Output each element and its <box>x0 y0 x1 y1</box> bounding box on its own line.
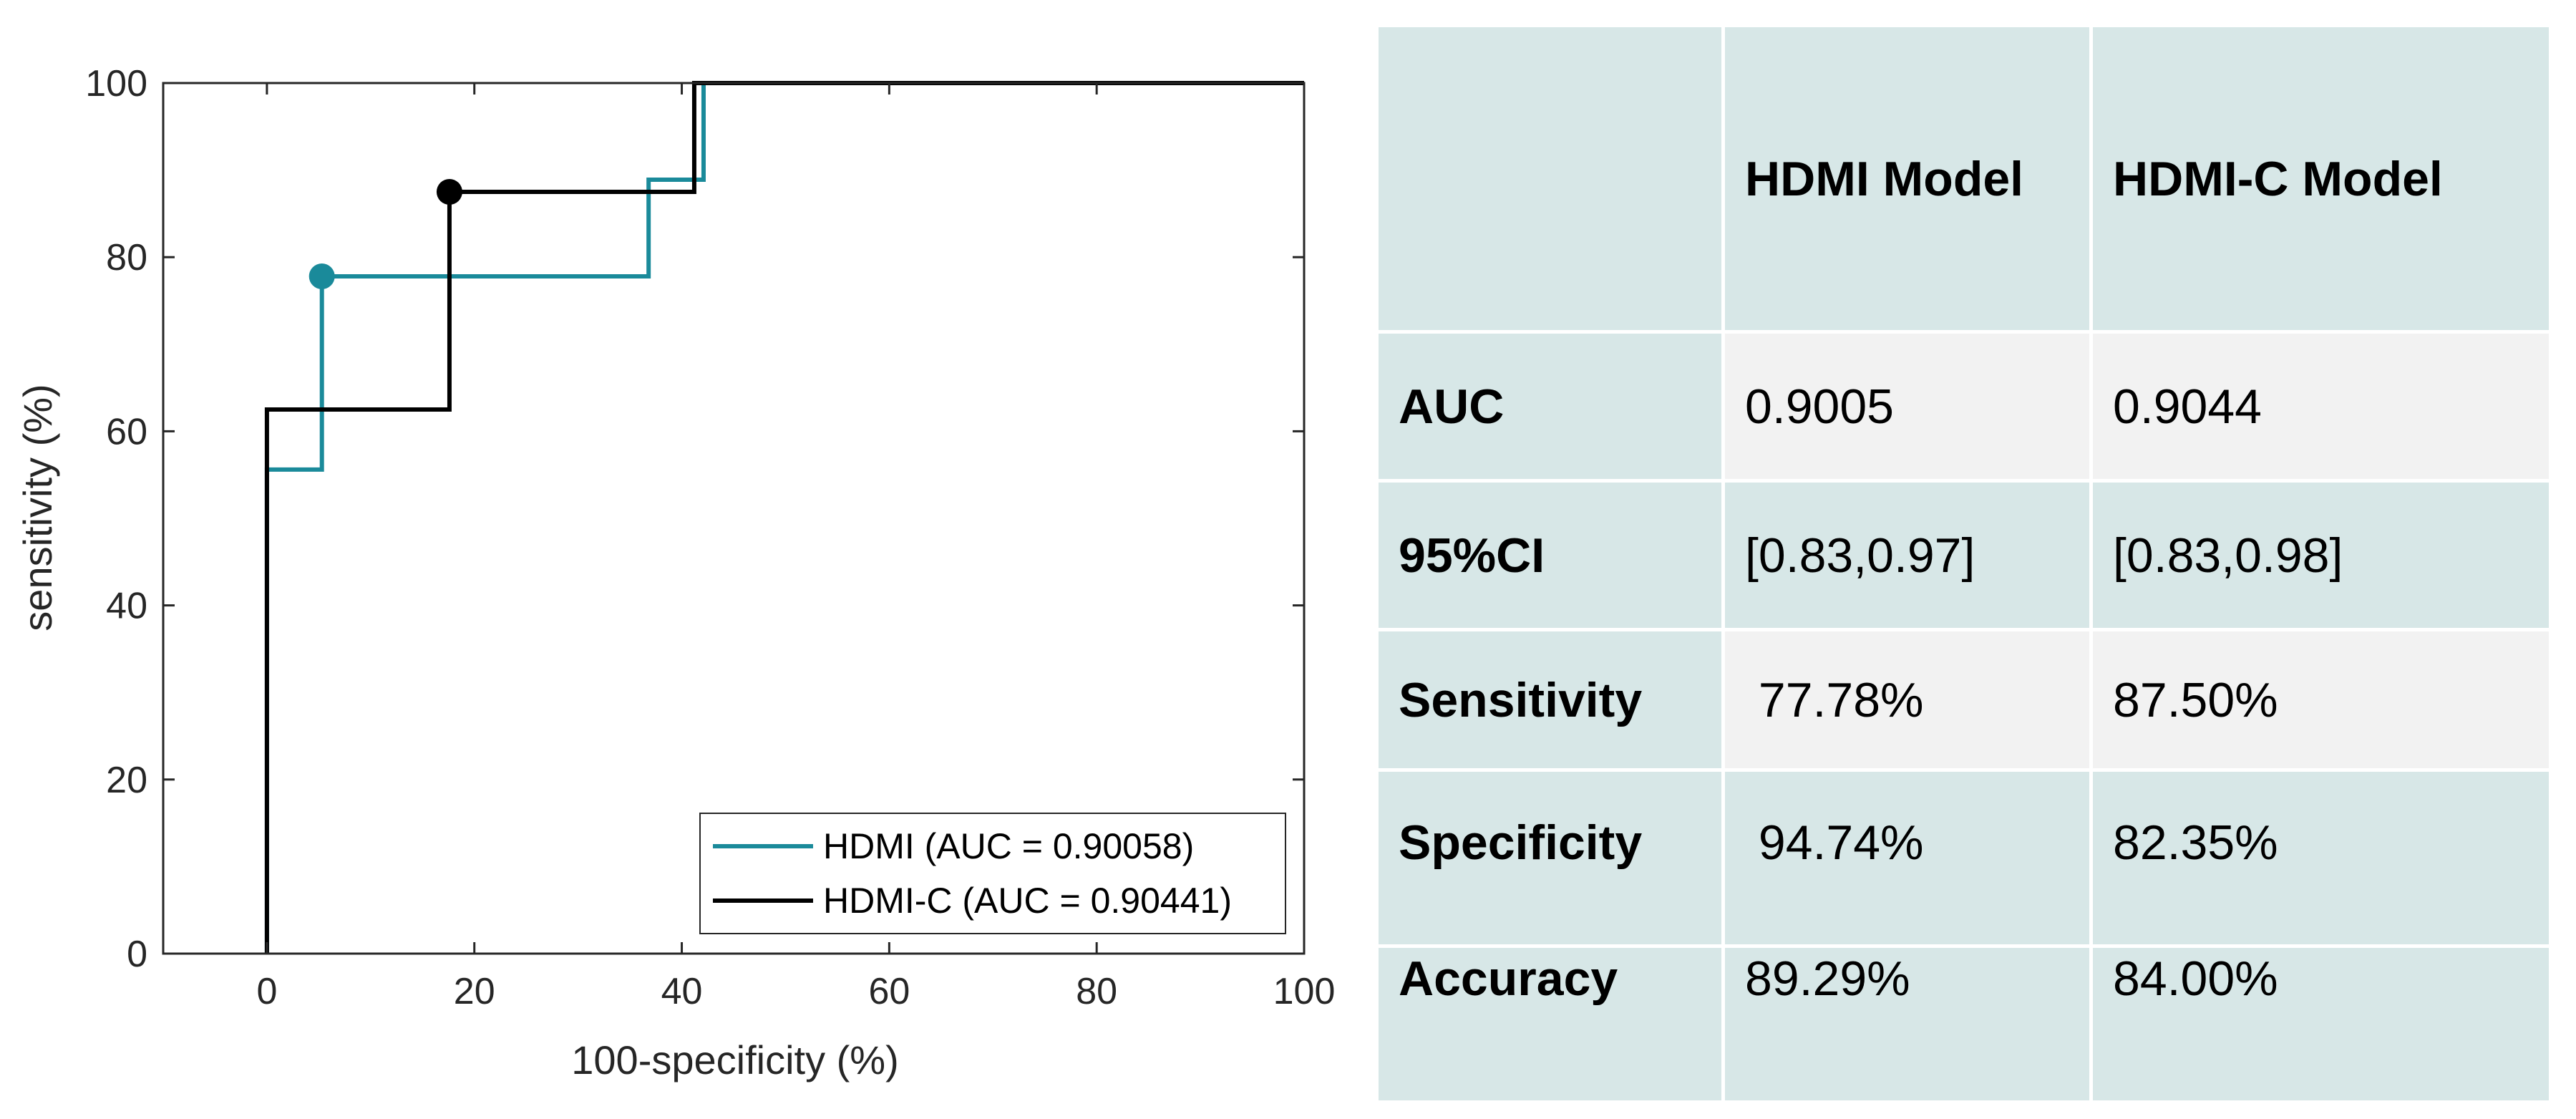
cell-sensitivity-hdmic: 87.50% <box>2093 631 2552 772</box>
x-tick-label: 100 <box>1273 971 1336 1012</box>
table-header-hdmi: HDMI Model <box>1725 27 2093 334</box>
table-header-empty <box>1379 27 1725 334</box>
y-tick-label: 40 <box>106 586 147 627</box>
row-label-auc: AUC <box>1379 334 1725 483</box>
cell-auc-hdmic: 0.9044 <box>2093 334 2552 483</box>
cell-sensitivity-hdmi: 77.78% <box>1725 631 2093 772</box>
legend-label-hdmic: HDMI-C (AUC = 0.90441) <box>823 881 1232 921</box>
operating-point-hdmic <box>436 179 462 205</box>
roc-chart: 0 20 40 60 80 100 0 20 40 60 80 100 100-specificity… <box>15 63 1335 1082</box>
plot-area <box>163 83 1304 954</box>
cell-ci-hdmic: [0.83,0.98] <box>2093 483 2552 631</box>
row-label-accuracy: Accuracy <box>1379 948 1725 1104</box>
row-label-sensitivity: Sensitivity <box>1379 631 1725 772</box>
x-tick-label: 20 <box>454 971 495 1012</box>
y-tick-label: 100 <box>85 63 147 105</box>
series-line-hdmi <box>264 81 1304 954</box>
y-tick-label: 80 <box>106 237 147 278</box>
axes: 0 20 40 60 80 100 0 20 40 60 80 100 <box>85 63 1335 1012</box>
metrics-table: HDMI Model HDMI-C Model AUC 0.9005 0.904… <box>1379 27 2552 1104</box>
cell-accuracy-hdmi: 89.29% <box>1725 948 2093 1104</box>
axes-box <box>162 82 1306 955</box>
row-label-ci: 95%CI <box>1379 483 1725 631</box>
row-label-specificity: Specificity <box>1379 772 1725 948</box>
cell-specificity-hdmic: 82.35% <box>2093 772 2552 948</box>
cell-accuracy-hdmic: 84.00% <box>2093 948 2552 1104</box>
x-tick-label: 40 <box>661 971 703 1012</box>
legend-label-hdmi: HDMI (AUC = 0.90058) <box>823 826 1194 866</box>
plot-background <box>163 83 1304 954</box>
legend: HDMI (AUC = 0.90058) HDMI-C (AUC = 0.9044… <box>699 813 1286 934</box>
x-axis-title: 100-specificity (%) <box>571 1037 898 1082</box>
x-tick-label: 80 <box>1076 971 1117 1012</box>
operating-point-hdmi <box>308 263 335 289</box>
cell-auc-hdmi: 0.9005 <box>1725 334 2093 483</box>
y-tick-label: 60 <box>106 411 147 452</box>
cell-specificity-hdmi: 94.74% <box>1725 772 2093 948</box>
legend-box <box>699 813 1286 934</box>
cell-ci-hdmi: [0.83,0.97] <box>1725 483 2093 631</box>
table-header-hdmic: HDMI-C Model <box>2093 27 2552 334</box>
y-axis-title: sensitivity (%) <box>15 384 60 631</box>
y-tick-label: 20 <box>106 760 147 801</box>
x-tick-label: 0 <box>256 971 277 1012</box>
y-tick-label: 0 <box>127 934 147 975</box>
x-tick-label: 60 <box>868 971 910 1012</box>
